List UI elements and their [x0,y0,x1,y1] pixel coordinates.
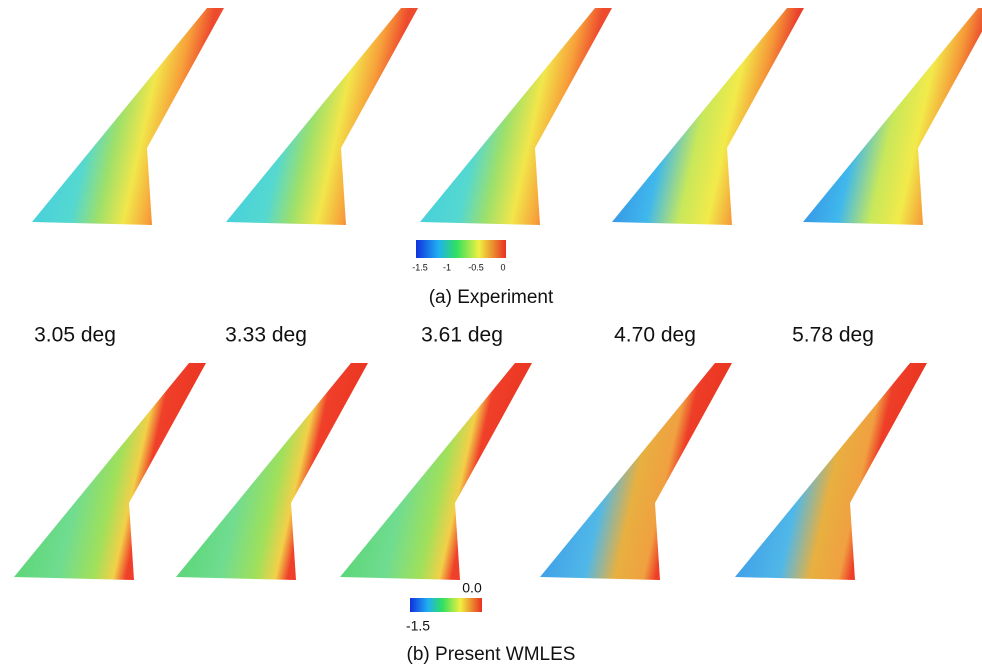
colorbar-label: 0.0 [462,580,482,596]
wing-contour [540,363,732,580]
wing-contour [420,8,612,225]
colorbar-label: -1.5 [406,618,430,634]
colorbar-label: 0 [500,262,505,272]
experiment-row [32,8,982,225]
caption: (a) Experiment [429,287,554,308]
angle-label: 3.33 deg [225,324,307,347]
caption: (b) Present WMLES [407,644,576,665]
wing-contour [14,363,206,580]
colorbar-label: -1 [443,262,451,272]
colorbar [410,598,482,612]
wing-contour [226,8,418,225]
wmles-row [14,363,927,580]
wing-contour [176,363,368,580]
colorbar-label: -1.5 [412,262,428,272]
wing-contour [612,8,804,225]
angle-label: 5.78 deg [792,324,874,347]
angle-label: 4.70 deg [614,324,696,347]
angle-label: 3.61 deg [421,324,503,347]
colorbar [416,240,506,258]
wing-contour [32,8,224,225]
angle-label: 3.05 deg [34,324,116,347]
colorbar-label: -0.5 [468,262,484,272]
wing-contour [340,363,532,580]
wing-contour [735,363,927,580]
wing-contour [803,8,982,225]
figure: -1.5 -1 -0.5 0 (a) Experiment 3.05 deg 3… [0,0,982,670]
